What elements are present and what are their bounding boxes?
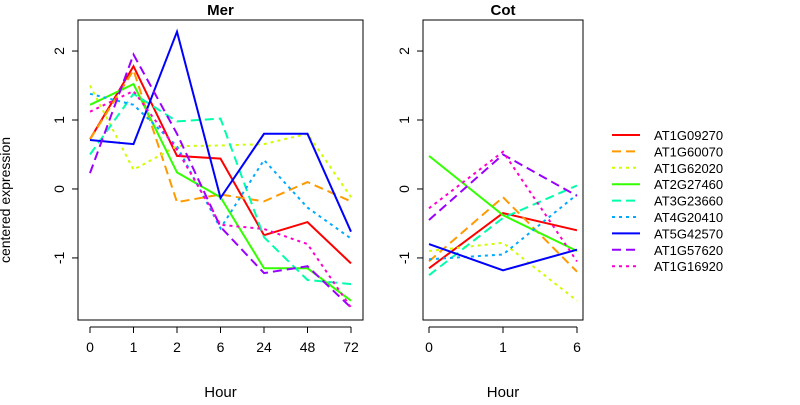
legend-item: AT1G16920 xyxy=(612,259,723,274)
y-tick-label: -1 xyxy=(51,251,67,264)
panel-title: Cot xyxy=(491,2,516,19)
legend-label: AT2G27460 xyxy=(654,177,723,192)
x-tick-label: 1 xyxy=(499,339,507,355)
panel-title: Mer xyxy=(207,2,234,19)
legend-item: AT1G62020 xyxy=(612,161,723,176)
y-tick-label: 1 xyxy=(51,116,67,124)
x-tick-label: 6 xyxy=(573,339,581,355)
legend-label: AT3G23660 xyxy=(654,194,723,209)
legend-item: AT2G27460 xyxy=(612,177,723,192)
legend-label: AT1G57620 xyxy=(654,243,723,258)
y-tick-label: 2 xyxy=(51,47,67,55)
legend-label: AT1G60070 xyxy=(654,144,723,159)
x-tick-label: 6 xyxy=(217,339,225,355)
legend-label: AT5G42570 xyxy=(654,226,723,241)
series-line-at1g09270 xyxy=(89,64,352,265)
x-tick-label: 2 xyxy=(173,339,181,355)
x-tick-label: 1 xyxy=(130,339,138,355)
legend-item: AT5G42570 xyxy=(612,226,723,241)
series-line-at1g16920 xyxy=(428,150,578,262)
legend-item: AT1G57620 xyxy=(612,243,723,258)
x-tick-label: 72 xyxy=(343,339,359,355)
x-tick-label: 0 xyxy=(86,339,94,355)
legend-item: AT1G09270 xyxy=(612,128,723,143)
series-line-at1g57620 xyxy=(428,153,578,221)
x-tick-label: 0 xyxy=(425,339,433,355)
legend-item: AT4G20410 xyxy=(612,210,723,225)
series-line-at1g57620 xyxy=(89,52,352,309)
series-line-at1g60070 xyxy=(89,67,352,204)
y-tick-label: 0 xyxy=(51,185,67,193)
y-axis-label: centered expression xyxy=(0,137,13,263)
series-line-at4g20410 xyxy=(89,92,352,240)
panel-mer: Mer -1 0 1 2 0 1 2 6 24 48 72 Hour xyxy=(51,2,364,401)
series-line-at2g27460 xyxy=(428,155,578,252)
series-line-at5g42570 xyxy=(428,243,578,272)
series-line-at1g60070 xyxy=(428,195,578,273)
series-line-at3g23660 xyxy=(89,92,352,286)
y-tick-label: 2 xyxy=(396,47,412,55)
panels-layer: Mer -1 0 1 2 0 1 2 6 24 48 72 Hour Cot -1 0 1 2 0 1 6 Hour xyxy=(51,2,584,401)
x-tick-label: 48 xyxy=(300,339,316,355)
x-axis-label: Hour xyxy=(487,384,520,400)
series-line-at1g09270 xyxy=(428,212,578,270)
x-tick-label: 24 xyxy=(256,339,272,355)
legend-label: AT1G09270 xyxy=(654,128,723,143)
plot-frame xyxy=(77,19,364,321)
legend-item: AT3G23660 xyxy=(612,194,723,209)
legend-label: AT1G16920 xyxy=(654,259,723,274)
panel-cot: Cot -1 0 1 2 0 1 6 Hour xyxy=(396,2,584,401)
legend-label: AT4G20410 xyxy=(654,210,723,225)
y-tick-label: -1 xyxy=(396,251,412,264)
plot-frame xyxy=(422,19,584,321)
series-line-at2g27460 xyxy=(89,82,352,302)
legend-label: AT1G62020 xyxy=(654,161,723,176)
series-line-at5g42570 xyxy=(89,28,352,233)
x-axis-label: Hour xyxy=(204,384,237,400)
y-tick-label: 0 xyxy=(396,185,412,193)
y-tick-label: 1 xyxy=(396,116,412,124)
series-line-at3g23660 xyxy=(428,184,578,276)
legend-item: AT1G60070 xyxy=(612,144,723,159)
